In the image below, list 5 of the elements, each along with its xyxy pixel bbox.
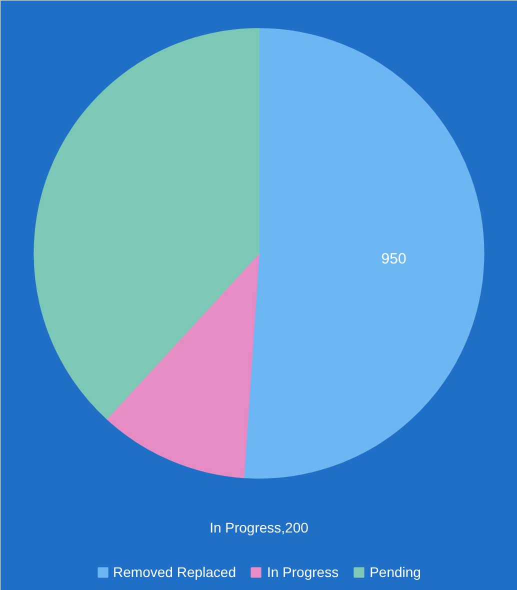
data-label: 950: [381, 250, 406, 268]
text: In Progress,200: [210, 520, 309, 536]
legend-label: Pending: [370, 564, 421, 580]
legend-label: In Progress: [266, 564, 339, 580]
legend-label: Removed Replaced: [113, 564, 236, 580]
